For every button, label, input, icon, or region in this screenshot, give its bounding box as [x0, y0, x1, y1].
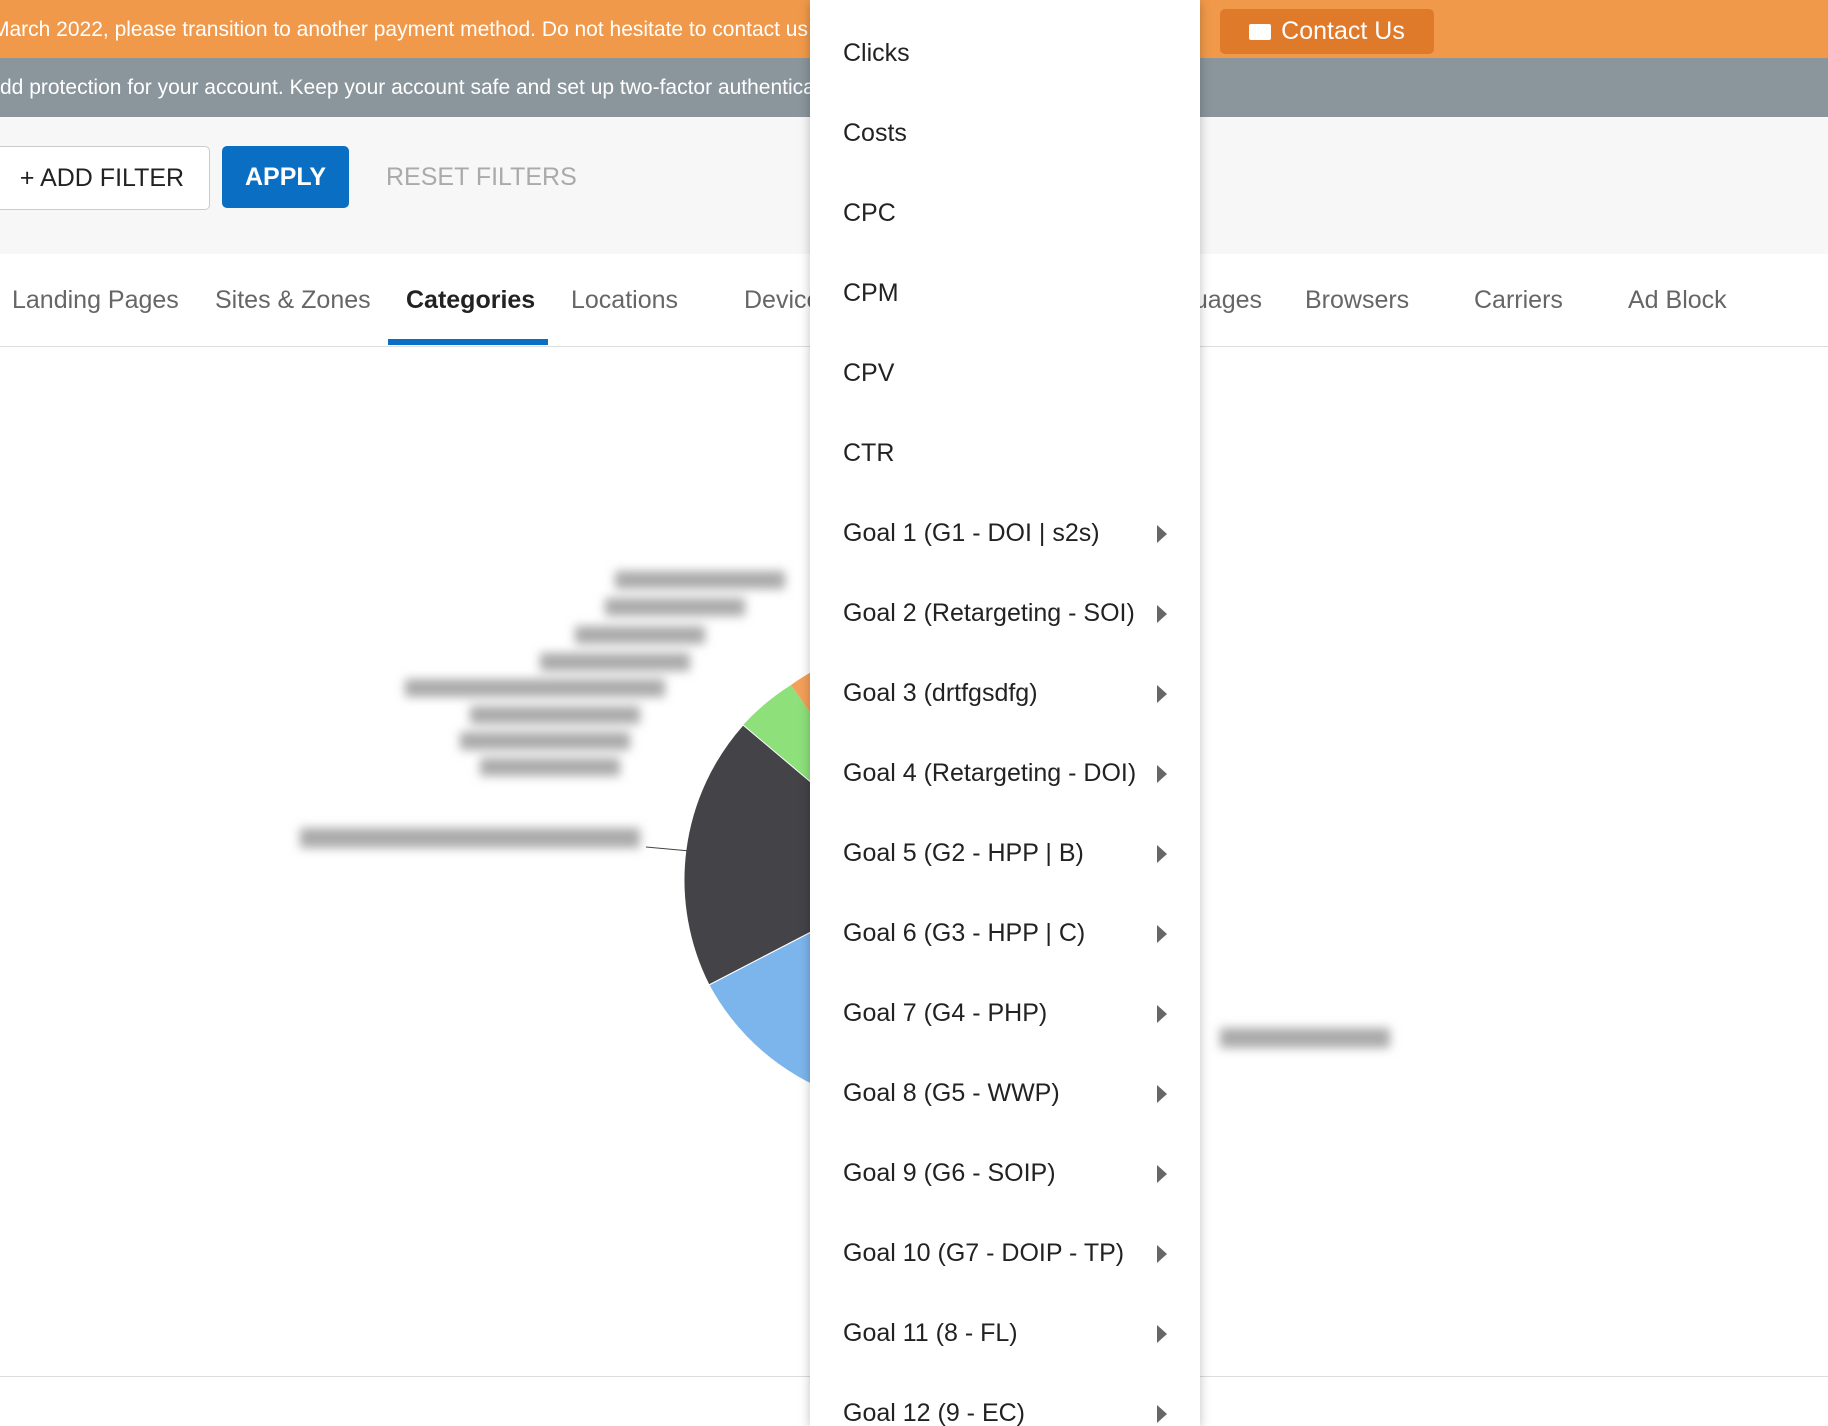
tab[interactable]: Carriers [1474, 286, 1563, 314]
apply-button[interactable]: APPLY [222, 146, 349, 208]
active-tab-indicator [388, 339, 548, 345]
menu-item[interactable]: Goal 5 (G2 - HPP | B) [843, 839, 1084, 867]
contact-button[interactable]: Contact Us [1220, 9, 1434, 54]
tab[interactable]: Landing Pages [12, 286, 179, 314]
submenu-arrow [1157, 925, 1167, 943]
menu-item[interactable]: Clicks [843, 39, 910, 67]
submenu-arrow [1157, 1085, 1167, 1103]
menu-item[interactable]: Goal 3 (drtfgsdfg) [843, 679, 1038, 707]
menu-item[interactable]: Goal 8 (G5 - WWP) [843, 1079, 1060, 1107]
submenu-arrow [1157, 1405, 1167, 1423]
menu-item[interactable]: Goal 10 (G7 - DOIP - TP) [843, 1239, 1125, 1267]
submenu-arrow [1157, 1245, 1167, 1263]
tab[interactable]: Sites & Zones [215, 286, 371, 314]
add-filter-label: ADD FILTER [40, 164, 185, 192]
metric-menu: Clicks Costs CPC CPM CPV CTR Goal 1 (G1 - DOI … [810, 0, 1200, 1426]
menu-item[interactable]: Goal 12 (9 - EC) [843, 1399, 1026, 1426]
submenu-arrow [1157, 1325, 1167, 1343]
banner-text: March 2022, please transition to another… [0, 18, 808, 41]
menu-item[interactable]: CPV [843, 359, 895, 387]
menu-item[interactable]: Goal 9 (G6 - SOIP) [843, 1159, 1056, 1187]
menu-item[interactable]: Goal 7 (G4 - PHP) [843, 999, 1048, 1027]
menu-item[interactable]: Goal 1 (G1 - DOI | s2s) [843, 519, 1100, 547]
menu-item[interactable]: CPC [843, 199, 896, 227]
menu-item[interactable]: Goal 11 (8 - FL) [843, 1319, 1018, 1347]
add-filter-button[interactable]: + ADD FILTER [0, 146, 210, 210]
menu-item[interactable]: CPM [843, 279, 899, 307]
submenu-arrow [1157, 605, 1167, 623]
tab[interactable]: Browsers [1305, 286, 1410, 314]
submenu-arrow [1157, 765, 1167, 783]
tab[interactable]: Ad Block [1628, 286, 1727, 314]
submenu-arrow [1157, 1005, 1167, 1023]
menu-item[interactable]: Goal 6 (G3 - HPP | C) [843, 919, 1086, 947]
pie-slice [683, 724, 922, 986]
submenu-arrow [1157, 685, 1167, 703]
tab[interactable]: Categories [406, 286, 536, 314]
menu-item[interactable]: Costs [843, 119, 907, 147]
tab[interactable]: Locations [571, 286, 679, 314]
menu-item[interactable]: Goal 4 (Retargeting - DOI) [843, 759, 1137, 787]
submenu-arrow [1157, 1165, 1167, 1183]
submenu-arrow [1157, 525, 1167, 543]
contact-label: Contact Us [1281, 17, 1405, 45]
connector [645, 846, 691, 852]
blurred-labels [300, 571, 1390, 1048]
submenu-arrow [1157, 845, 1167, 863]
reset-button[interactable]: RESET FILTERS [386, 163, 577, 191]
banner-text: Add protection for your account. Keep yo… [0, 76, 894, 99]
menu-item[interactable]: Goal 2 (Retargeting - SOI) [843, 599, 1135, 627]
menu-item[interactable]: CTR [843, 439, 895, 467]
